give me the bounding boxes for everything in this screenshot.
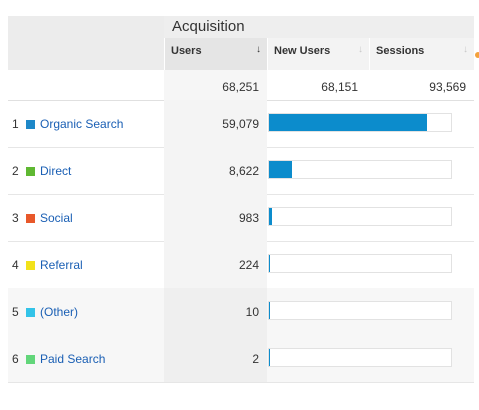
share-bar-track [268, 160, 452, 179]
users-value: 2 [252, 352, 259, 366]
channel-link[interactable]: Social [40, 211, 73, 225]
share-bar-fill [269, 208, 272, 225]
row-index: 1 [12, 117, 19, 131]
column-header-users[interactable]: Users ↓ [164, 38, 267, 70]
row-index: 2 [12, 164, 19, 178]
users-value: 10 [245, 305, 259, 319]
total-users: 68,251 [222, 80, 259, 94]
arrow-down-icon[interactable]: ↓ [256, 44, 261, 55]
column-header-new-users[interactable]: New Users ↓ [267, 38, 369, 70]
users-value: 8,622 [228, 164, 259, 178]
arrow-down-icon[interactable]: ↓ [358, 44, 363, 55]
group-title: Acquisition [164, 16, 474, 38]
table-row: 983 3 Social [8, 194, 474, 242]
channel-link[interactable]: Organic Search [40, 117, 124, 131]
users-cell: 8,622 [164, 147, 267, 194]
table-row: 10 5 (Other) [8, 288, 474, 336]
color-swatch-icon [26, 261, 35, 270]
color-swatch-icon [26, 355, 35, 364]
table-row: 224 4 Referral [8, 241, 474, 289]
users-cell: 224 [164, 241, 267, 288]
share-bar-track [268, 207, 452, 226]
arrow-down-icon[interactable]: ↓ [463, 44, 468, 55]
table-row: 8,622 2 Direct [8, 147, 474, 195]
share-bar-track [268, 254, 452, 273]
row-index: 6 [12, 352, 19, 366]
share-bar-track [268, 348, 452, 367]
total-sessions: 93,569 [429, 80, 466, 94]
column-label-users: Users [171, 45, 202, 57]
color-swatch-icon [26, 308, 35, 317]
row-index: 4 [12, 258, 19, 272]
column-header-sessions[interactable]: Sessions ↓ [369, 38, 474, 70]
table-row: 2 6 Paid Search [8, 335, 474, 383]
users-value: 59,079 [222, 117, 259, 131]
color-swatch-icon [26, 120, 35, 129]
users-cell: 983 [164, 194, 267, 241]
users-value: 983 [238, 211, 259, 225]
row-index: 5 [12, 305, 19, 319]
users-value: 224 [238, 258, 259, 272]
share-bar-fill [269, 114, 427, 131]
share-bar-fill [269, 161, 292, 178]
users-cell: 10 [164, 288, 267, 335]
column-label-sessions: Sessions [376, 45, 425, 57]
channel-link[interactable]: Referral [40, 258, 83, 272]
totals-users-cell [164, 70, 267, 100]
share-bar-fill [269, 255, 271, 272]
share-bar-track [268, 301, 452, 320]
row-index: 3 [12, 211, 19, 225]
totals-row: 68,251 68,151 93,569 [8, 70, 474, 101]
color-swatch-icon [26, 167, 35, 176]
status-dot-icon [475, 52, 479, 58]
table-row: 59,079 1 Organic Search [8, 100, 474, 148]
dimension-header-cell [8, 16, 164, 70]
channel-link[interactable]: Direct [40, 164, 72, 178]
users-cell: 59,079 [164, 100, 267, 147]
total-new-users: 68,151 [321, 80, 358, 94]
share-bar-track [268, 113, 452, 132]
share-bar-fill [269, 302, 271, 319]
channel-link[interactable]: (Other) [40, 305, 79, 319]
channel-link[interactable]: Paid Search [40, 352, 106, 366]
users-cell: 2 [164, 335, 267, 382]
column-label-new-users: New Users [274, 45, 331, 57]
share-bar-fill [269, 349, 271, 366]
color-swatch-icon [26, 214, 35, 223]
table-header: Acquisition Users ↓ New Users ↓ Sessions… [0, 0, 474, 70]
